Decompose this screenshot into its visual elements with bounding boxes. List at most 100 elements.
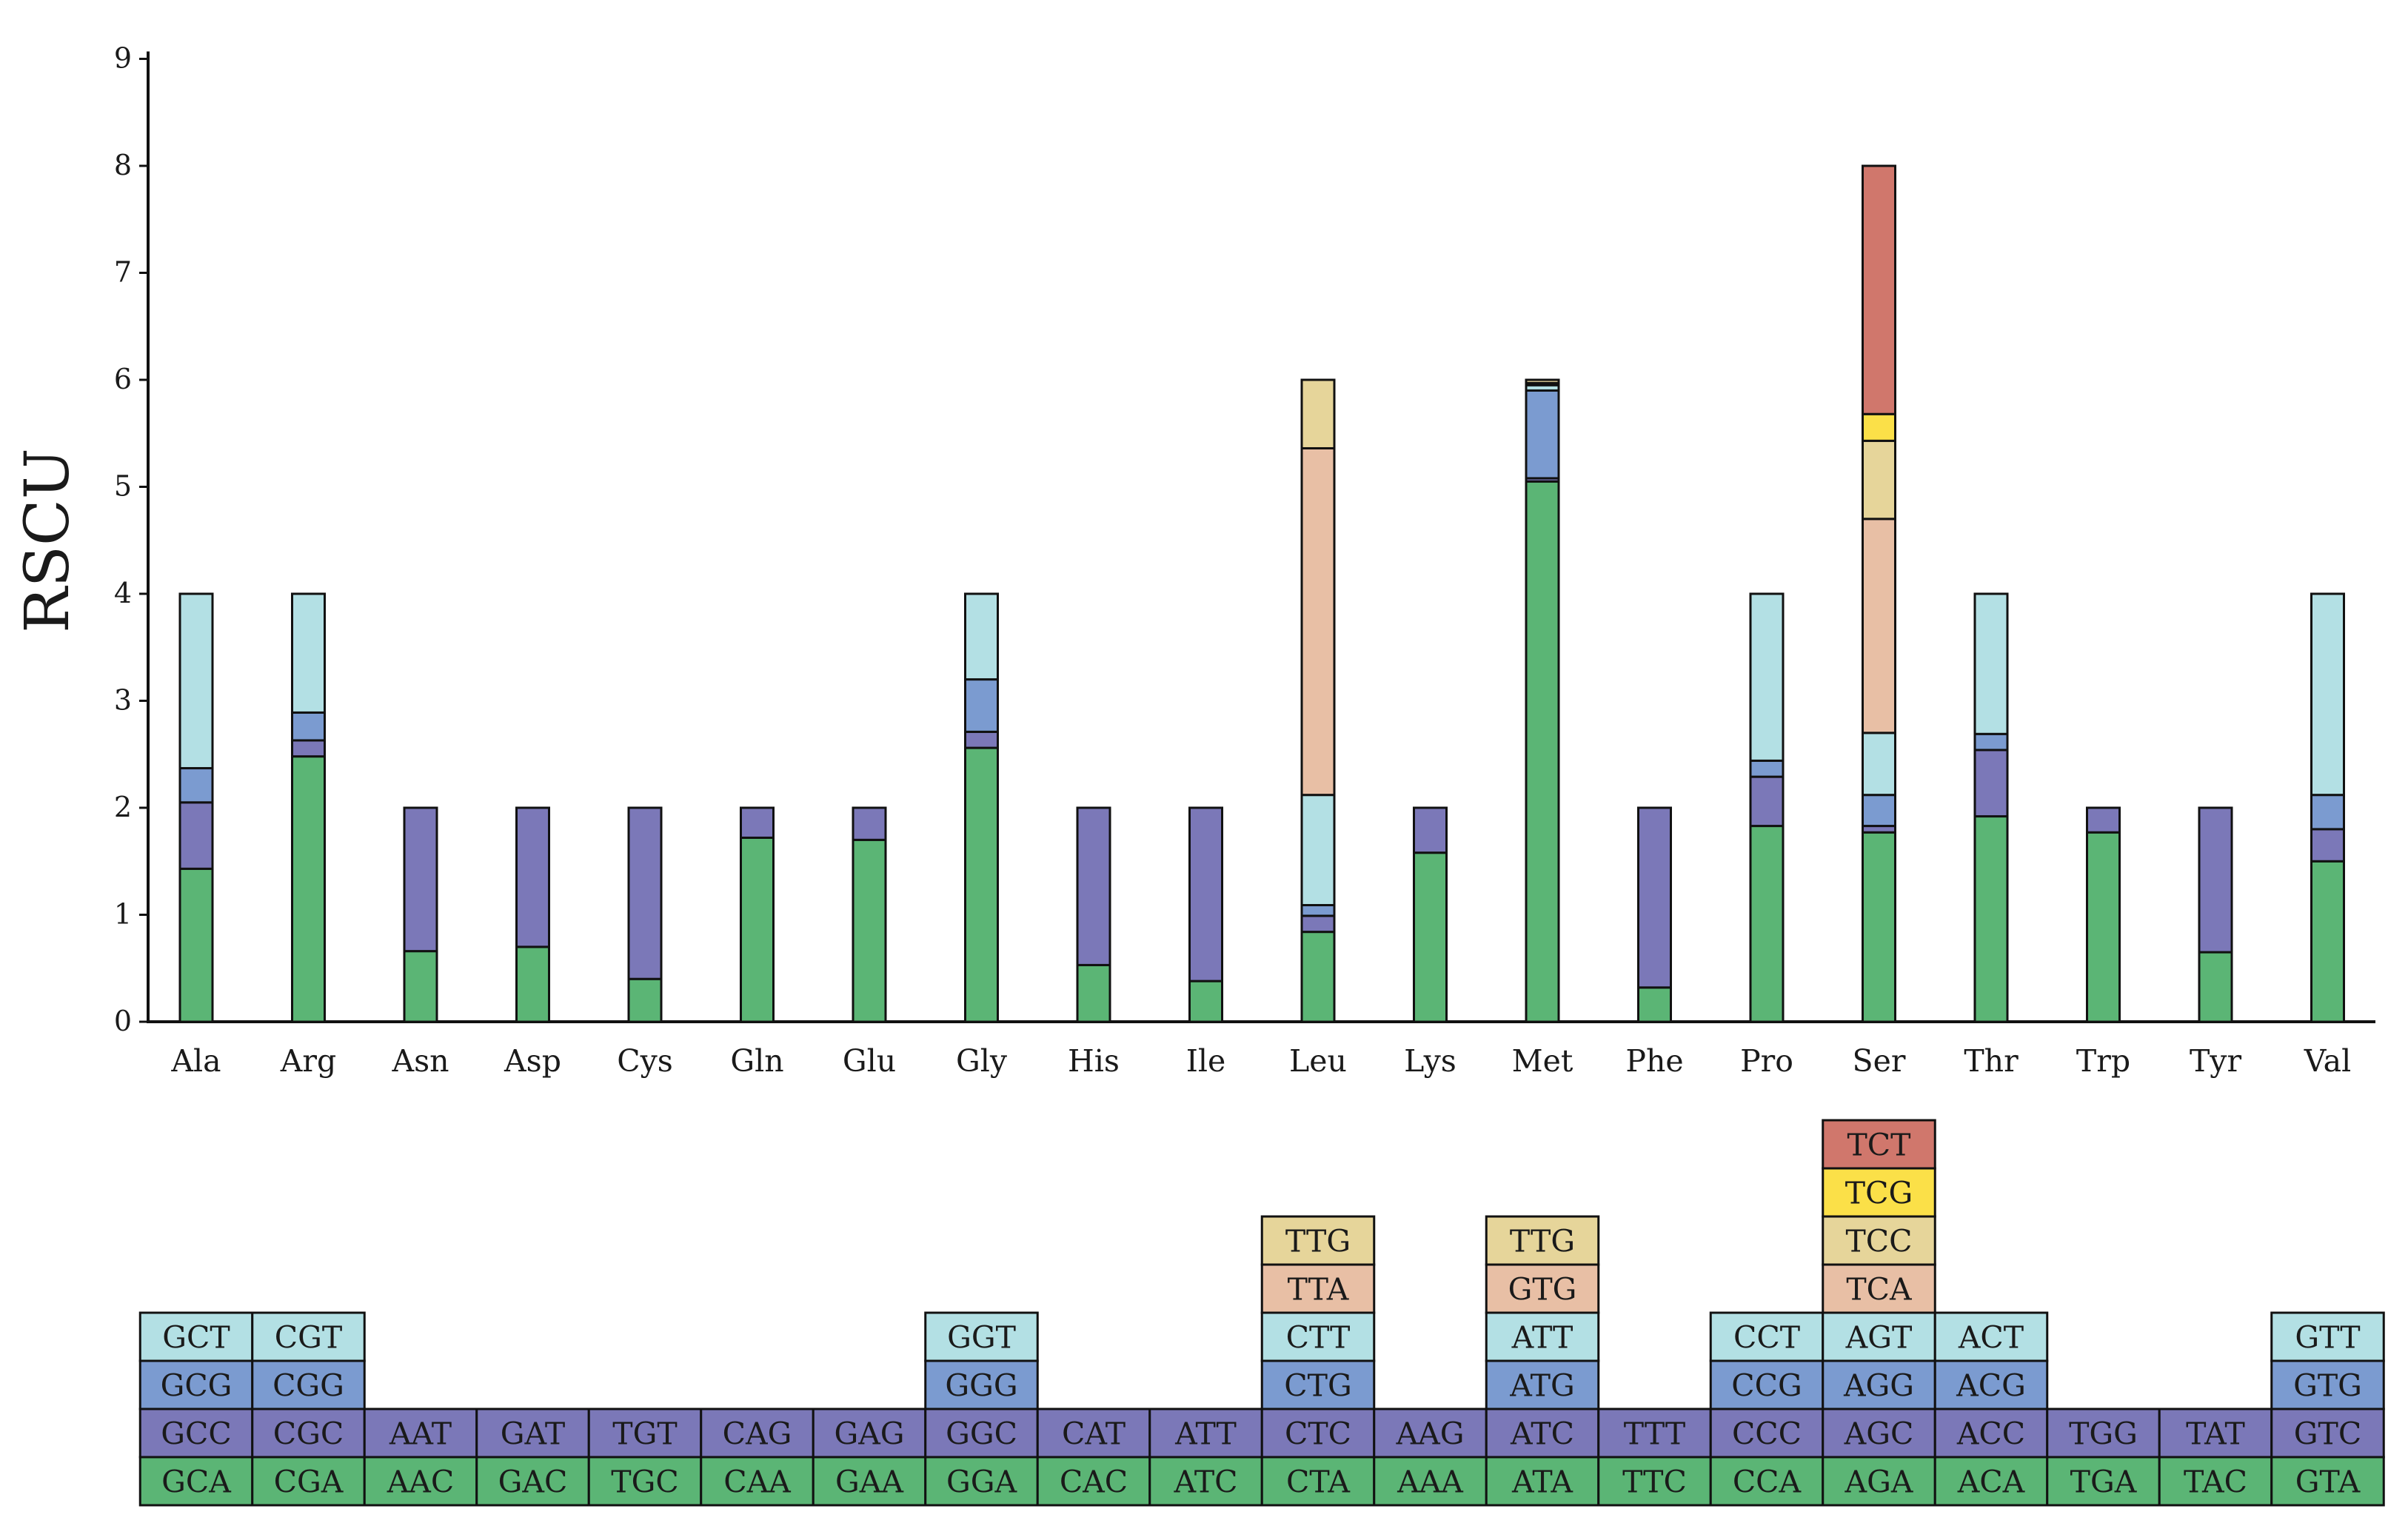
codon-label: CTG <box>1284 1368 1351 1404</box>
codon-cell <box>1485 1456 1600 1507</box>
bar-segment-tcc <box>1862 439 1896 521</box>
codon-cell <box>475 1407 590 1459</box>
codon-cell <box>2270 1456 2385 1507</box>
codon-label: GGG <box>945 1368 1017 1404</box>
codon-cell <box>2158 1407 2273 1459</box>
bar-segment-aca <box>1973 815 2009 1023</box>
x-tick-label: Gln <box>730 1043 783 1079</box>
y-axis-title: RSCU <box>13 448 83 633</box>
codon-cell <box>700 1407 815 1459</box>
codon-label: TTG <box>1285 1224 1351 1259</box>
codon-label: AAC <box>387 1465 455 1500</box>
codon-cell <box>1822 1311 1936 1362</box>
bar-segment-gct <box>178 592 214 770</box>
x-tick-label: Ser <box>1853 1043 1906 1079</box>
bar-segment-gat <box>515 806 550 948</box>
codon-label: GAT <box>501 1416 565 1452</box>
bar-segment-tgt <box>627 806 663 980</box>
codon-cell <box>1036 1456 1151 1507</box>
codon-label: GTC <box>2294 1416 2361 1452</box>
codon-cell <box>138 1311 254 1362</box>
codon-label: CCG <box>1731 1368 1802 1404</box>
codon-label: CTC <box>1285 1416 1351 1452</box>
codon-label: CCC <box>1732 1416 1802 1452</box>
codon-label: CAT <box>1062 1416 1126 1452</box>
bar-segment-aag <box>1413 806 1448 854</box>
codon-label: ATT <box>1511 1320 1573 1356</box>
codon-cell <box>1260 1359 1376 1410</box>
bar-segment-gaa <box>852 838 887 1023</box>
codon-label: TGC <box>611 1465 678 1500</box>
codon-cell <box>1822 1263 1936 1314</box>
codon-cell <box>2270 1311 2385 1362</box>
bar-segment-ctt <box>1300 794 1336 906</box>
codon-label: GCG <box>161 1368 233 1404</box>
x-tick-label: Gly <box>956 1043 1008 1079</box>
codon-cell <box>1822 1215 1936 1266</box>
codon-label: GAG <box>834 1416 904 1452</box>
codon-label: GTG <box>1508 1272 1577 1308</box>
bar-segment-cgt <box>291 592 326 714</box>
codon-label: ATA <box>1511 1465 1573 1500</box>
x-tick-label: Val <box>2304 1043 2351 1079</box>
y-tick-label: 7 <box>114 256 132 289</box>
x-tick-label: Ile <box>1186 1043 1226 1079</box>
codon-label: AGG <box>1843 1368 1914 1404</box>
codon-cell <box>1148 1456 1263 1507</box>
bar-segment-gta <box>2310 860 2345 1023</box>
bar-segment-aat <box>403 806 438 953</box>
codon-label: AAG <box>1396 1416 1465 1452</box>
codon-label: CGT <box>275 1320 342 1356</box>
codon-label: CGA <box>274 1465 344 1500</box>
bar-segment-gcg <box>178 767 214 804</box>
codon-cell <box>363 1456 478 1507</box>
codon-label: TGA <box>2070 1465 2138 1500</box>
bar-segment-cga <box>291 755 326 1023</box>
codon-label: CGG <box>272 1368 344 1404</box>
bar-segment-ggg <box>964 678 999 733</box>
codon-cell <box>1485 1359 1600 1410</box>
codon-label: GGA <box>946 1465 1018 1500</box>
bar-segment-atg <box>1525 389 1560 480</box>
x-tick-label: Leu <box>1289 1043 1347 1079</box>
stacked-bars <box>178 164 2345 1023</box>
codon-label: TCC <box>1845 1224 1912 1259</box>
codon-cell <box>138 1359 254 1410</box>
codon-cell <box>1148 1407 1263 1459</box>
codon-cell <box>1260 1311 1376 1362</box>
codon-cell <box>1933 1311 2049 1362</box>
codon-cell <box>251 1359 366 1410</box>
codon-label: ATC <box>1510 1416 1574 1452</box>
x-tick-label: Trp <box>2076 1043 2130 1079</box>
x-tick-label: Tyr <box>2190 1043 2242 1079</box>
codon-cell <box>251 1456 366 1507</box>
codon-label: GCA <box>161 1465 232 1500</box>
bar-segment-acc <box>1973 749 2009 818</box>
codon-label: CCA <box>1733 1465 1802 1500</box>
codon-cell <box>1485 1263 1600 1314</box>
bar-segment-gga <box>964 746 999 1023</box>
codon-label: TCG <box>1845 1176 1913 1211</box>
codon-label: CAG <box>723 1416 792 1452</box>
x-tick-label: Ala <box>170 1043 221 1079</box>
y-tick-label: 8 <box>114 149 132 181</box>
codon-label: TAC <box>2184 1465 2247 1500</box>
y-axis: 0 1 2 3 4 5 6 7 8 9 <box>114 42 2375 1037</box>
codon-label: TCT <box>1847 1128 1910 1163</box>
bar-segment-tgc <box>627 977 663 1023</box>
codon-cell <box>2270 1359 2385 1410</box>
codon-cell <box>251 1407 366 1459</box>
codon-label: ATT <box>1174 1416 1237 1452</box>
bar-segment-caa <box>740 836 775 1023</box>
bar-segment-ttt <box>1637 806 1672 989</box>
codon-label: TTG <box>1510 1224 1575 1259</box>
x-tick-label: His <box>1068 1043 1120 1079</box>
bar-segment-ctc <box>1300 914 1336 934</box>
codon-label: ACC <box>1956 1416 2025 1452</box>
bar-segment-ccg <box>1749 759 1785 778</box>
codon-label: TAT <box>2186 1416 2245 1452</box>
codon-cell <box>1260 1456 1376 1507</box>
bar-segment-ctg <box>1300 903 1336 917</box>
codon-label: GTA <box>2295 1465 2361 1500</box>
bar-segment-att <box>1188 806 1223 983</box>
